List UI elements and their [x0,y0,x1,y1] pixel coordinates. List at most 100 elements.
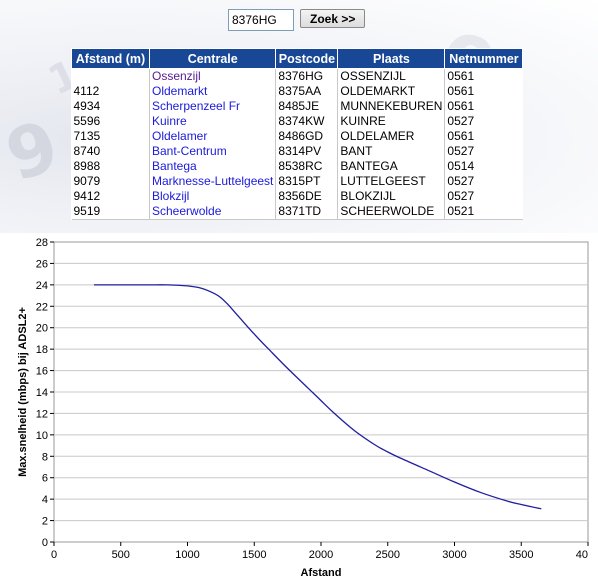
y-tick-label: 16 [36,366,48,378]
cell-plaats: BANT [337,144,446,159]
cell-postcode: 8485JE [275,99,339,114]
background-area: 9 1 0 Zoek >> Afstand (m) Centrale Postc… [0,0,598,233]
cell-plaats: MUNNEKEBUREN [337,99,446,114]
results-body: Ossenzijl 8376HG OSSENZIJL 0561 4112 Oldemark… [71,68,523,220]
cell-afstand: 5596 [71,114,150,129]
cell-plaats: OLDELAMER [337,129,446,144]
cell-plaats: BLOKZIJL [337,189,446,204]
centrale-link[interactable]: Scheerwolde [152,204,222,218]
cell-centrale: Oldemarkt [149,84,277,99]
cell-afstand: 9079 [71,174,150,189]
centrale-link[interactable]: Scherpenzeel Fr [152,99,241,113]
grid-lines [54,262,588,522]
centrale-link[interactable]: Bantega [152,159,197,173]
x-tick-label: 2500 [376,549,400,561]
cell-plaats: LUTTELGEEST [337,174,446,189]
cell-postcode: 8486GD [275,129,339,144]
cell-netnummer: 0527 [447,144,475,158]
cell-postcode: 8538RC [275,159,339,174]
centrale-link[interactable]: Marknesse-Luttelgeest [152,174,274,188]
cell-afstand: 9412 [71,189,150,204]
cell-netnummer: 0514 [447,159,475,173]
table-row: 4934 Scherpenzeel Fr 8485JE MUNNEKEBUREN 056… [71,99,523,114]
cell-netnummer: 0561 [447,84,475,98]
cell-netnummer: 0561 [447,129,475,143]
background-watermark: 9 [0,104,69,198]
centrale-link[interactable]: Oldemarkt [152,84,208,98]
cell-afstand [71,68,150,84]
column-header-postcode: Postcode [275,48,339,69]
y-tick-label: 18 [36,344,48,356]
cell-netnummer: 0527 [447,189,475,203]
y-tick-label: 2 [42,516,48,528]
table-row: 8740 Bant-Centrum 8314PV BANT 0527 [71,144,523,159]
cell-postcode: 8314PV [275,144,339,159]
cell-afstand: 9519 [71,204,150,220]
y-tick-label: 0 [42,537,48,549]
centrale-link[interactable]: Ossenzijl [152,69,201,83]
y-tick-label: 20 [36,323,48,335]
centrale-link[interactable]: Oldelamer [152,129,208,143]
column-header-netnummer: Netnummer [444,48,524,69]
centrale-link[interactable]: Blokzijl [152,189,190,203]
x-tick-label: 40 [576,549,588,561]
cell-postcode: 8315PT [275,174,339,189]
table-header-row: Afstand (m) Centrale Postcode Plaats Net… [71,48,524,69]
y-tick-label: 8 [42,451,48,463]
cell-postcode: 8374KW [275,114,339,129]
cell-afstand: 4934 [71,99,150,114]
cell-netnummer: 0527 [447,114,475,128]
cell-afstand: 7135 [71,129,150,144]
table-row: Ossenzijl 8376HG OSSENZIJL 0561 [71,68,523,84]
y-tick-label: 28 [36,237,48,249]
speed-chart: 0 2 4 6 8 10 12 14 16 18 20 22 24 26 28 0 500 1000 1500 200… [0,233,598,587]
y-tick-label: 6 [42,473,48,485]
cell-centrale: Ossenzijl [149,68,277,84]
y-tick-label: 14 [36,387,48,399]
table-row: 9079 Marknesse-Luttelgeest 8315PT LUTTELGEE… [71,174,523,189]
cell-netnummer: 0561 [447,99,475,113]
x-tick-label: 1500 [242,549,266,561]
cell-afstand: 4112 [71,84,150,99]
y-tick-label: 24 [36,280,48,292]
table-row: 5596 Kuinre 8374KW KUINRE 0527 [71,114,523,129]
y-tick-label: 4 [42,494,48,506]
column-header-afstand: Afstand (m) [71,48,150,69]
centrale-link[interactable]: Kuinre [152,114,187,128]
y-tick-label: 12 [36,408,48,420]
column-header-centrale: Centrale [148,48,277,69]
cell-afstand: 8988 [71,159,150,174]
search-form: Zoek >> [228,9,366,31]
cell-centrale: Bant-Centrum [149,144,277,159]
table-row: 4112 Oldemarkt 8375AA OLDEMARKT 0561 [71,84,523,99]
cell-postcode: 8375AA [275,84,339,99]
cell-centrale: Bantega [149,159,277,174]
search-button[interactable]: Zoek >> [300,9,366,28]
y-tick-label: 26 [36,258,48,270]
y-axis-title: Max.snelheid (mbps) bij ADSL2+ [17,307,29,477]
cell-afstand: 8740 [71,144,150,159]
table-row: 9519 Scheerwolde 8371TD SCHEERWOLDE 0521 [71,204,523,220]
cell-centrale: Blokzijl [149,189,277,204]
postcode-search-input[interactable] [228,9,294,31]
cell-plaats: SCHEERWOLDE [337,204,446,220]
cell-centrale: Marknesse-Luttelgeest [149,174,277,189]
cell-netnummer: 0561 [447,69,475,83]
cell-plaats: OLDEMARKT [337,84,446,99]
speed-series-line [93,284,542,510]
table-row: 7135 Oldelamer 8486GD OLDELAMER 0561 [71,129,523,144]
cell-centrale: Kuinre [149,114,277,129]
column-header-plaats: Plaats [337,48,446,69]
cell-plaats: BANTEGA [337,159,446,174]
centrale-link[interactable]: Bant-Centrum [152,144,227,158]
y-tick-label: 10 [36,430,48,442]
cell-centrale: Scheerwolde [149,204,277,220]
x-tick-label: 2000 [309,549,333,561]
x-tick-label: 0 [51,549,57,561]
cell-netnummer: 0527 [447,174,475,188]
table-row: 9412 Blokzijl 8356DE BLOKZIJL 0527 [71,189,523,204]
x-axis-title: Afstand [301,567,342,579]
cell-plaats: OSSENZIJL [337,68,446,84]
cell-postcode: 8376HG [275,68,339,84]
